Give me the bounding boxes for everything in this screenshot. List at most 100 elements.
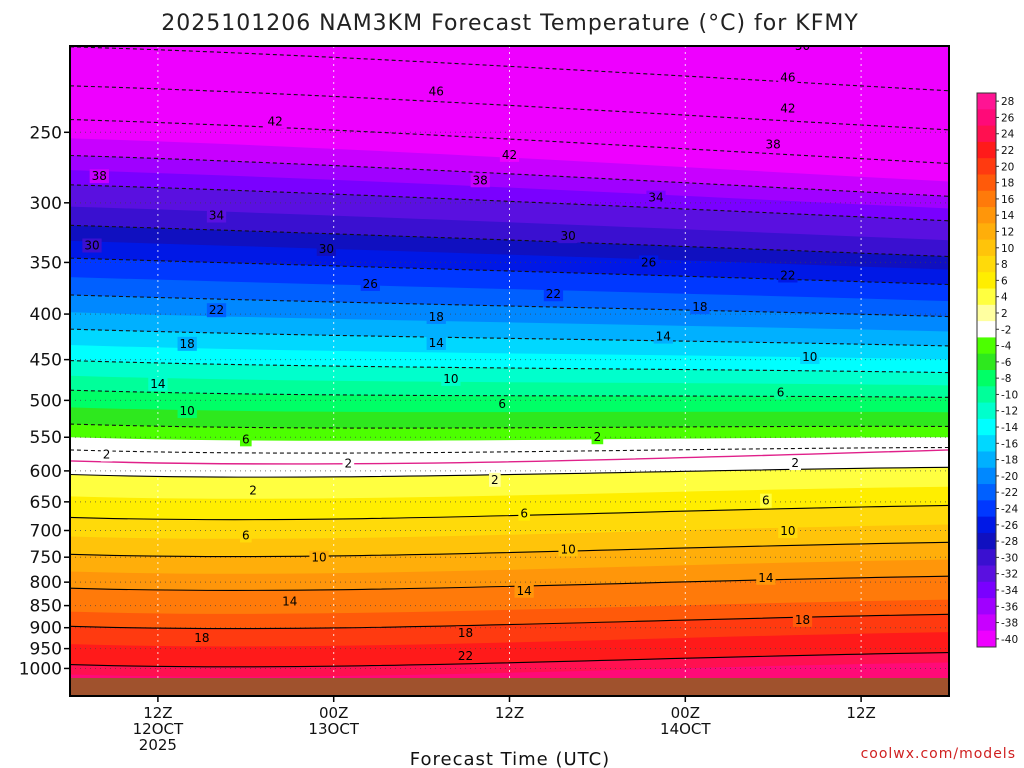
colorbar-swatch — [977, 484, 996, 501]
contour-label: 34 — [646, 190, 666, 205]
contour-label-text: 34 — [209, 208, 224, 222]
contour-label-text: 6 — [762, 494, 770, 508]
contour-label-text: 10 — [443, 372, 458, 386]
colorbar-swatch — [977, 223, 996, 241]
contour-label-text: 34 — [648, 191, 663, 205]
contour-label: 46 — [778, 70, 798, 85]
colorbar-tick-label: -10 — [1001, 389, 1018, 401]
contour-label: 10 — [441, 371, 461, 386]
contour-label-text: 2 — [491, 473, 499, 487]
contour-label: 18 — [426, 309, 446, 324]
contour-label: 42 — [499, 147, 520, 162]
colorbar-tick-label: -40 — [1001, 634, 1018, 646]
contour-label-text: 14 — [758, 571, 773, 585]
contour-label-text: 30 — [319, 242, 334, 256]
contour-label-text: 18 — [194, 631, 209, 645]
colorbar-swatch — [977, 304, 996, 322]
x-tick-label: 12Z — [143, 704, 172, 722]
x-tick-label: 2025 — [139, 736, 177, 754]
x-axis-label: Forecast Time (UTC) — [410, 749, 610, 768]
contour-label-bg — [455, 648, 476, 663]
contour-line — [70, 541, 949, 558]
contour-label-bg — [543, 287, 564, 302]
y-tick-label: 300 — [30, 194, 62, 214]
contour-label-bg — [792, 612, 813, 627]
y-tick-label: 400 — [30, 305, 62, 325]
contour-label-bg — [426, 335, 446, 350]
contour-label: 22 — [206, 303, 227, 318]
y-tick-label: 950 — [30, 640, 62, 660]
contour-line — [70, 118, 949, 165]
contour-label-bg — [100, 447, 113, 462]
contour-label-text: 46 — [780, 71, 795, 85]
colorbar-tick-label: 22 — [1001, 145, 1014, 157]
colorbar-tick-label: -28 — [1001, 536, 1018, 548]
colorbar-swatch — [977, 174, 996, 192]
contour-line — [70, 46, 949, 92]
contour-label-bg — [192, 630, 212, 645]
colorbar-tick-label: 14 — [1001, 210, 1015, 222]
contour-label-bg — [206, 303, 227, 318]
colorbar-swatch — [977, 500, 996, 518]
y-tick-label: 850 — [30, 597, 62, 617]
contour-label-text: 22 — [209, 303, 224, 317]
colorbar-tick-label: -8 — [1001, 373, 1011, 385]
contour-label: 22 — [455, 648, 476, 663]
contour-label: 42 — [265, 114, 285, 129]
y-tick-label: 550 — [30, 428, 62, 448]
contour-label-bg — [514, 583, 534, 598]
contour-label-bg — [148, 376, 168, 391]
y-tick-label: 650 — [30, 493, 62, 513]
contour-label-bg — [646, 190, 666, 205]
colorbar-tick-label: 10 — [1001, 243, 1014, 255]
contour-label: 38 — [89, 169, 109, 184]
contour-line — [70, 466, 949, 478]
contour-label-bg — [206, 208, 227, 223]
contour-label-text: 18 — [795, 613, 810, 627]
contour-label-bg — [489, 472, 501, 487]
colorbar-tick-label: -34 — [1001, 585, 1018, 597]
y-tick-label: 900 — [30, 619, 62, 639]
contour-label-text: 50 — [795, 39, 810, 53]
contour-label-text: 22 — [780, 268, 795, 282]
contour-label: 34 — [206, 208, 227, 223]
colorbar-swatch — [977, 386, 996, 404]
contour-label-bg — [639, 255, 659, 270]
colorbar-swatch — [977, 109, 996, 127]
contour-label: 18 — [177, 336, 197, 351]
colorbar-swatch — [977, 451, 996, 469]
colorbar-swatch — [977, 288, 996, 306]
contour-label: 38 — [763, 137, 783, 152]
contour-label: 10 — [558, 542, 578, 557]
x-tick-label: 00Z — [671, 704, 700, 722]
colorbar-tick-label: -26 — [1001, 520, 1018, 532]
contour-label-bg — [239, 528, 252, 543]
contour-label-bg — [763, 137, 783, 152]
x-tick-label: 13OCT — [308, 720, 359, 738]
contour-line — [70, 575, 949, 591]
contour-label-bg — [496, 397, 508, 412]
colorbar-swatch — [977, 337, 996, 355]
colorbar-tick-label: 18 — [1001, 178, 1014, 190]
contour-label-text: 18 — [180, 337, 195, 351]
contour-label: 14 — [653, 329, 673, 344]
contour-label-bg — [426, 84, 446, 99]
colorbar-tick-label: -38 — [1001, 618, 1018, 630]
contour-label-text: 42 — [780, 101, 795, 115]
y-tick-label: 350 — [30, 253, 62, 273]
contour-label: 2 — [100, 447, 113, 462]
colorbar-swatch — [977, 255, 996, 273]
contour-label: 38 — [470, 173, 490, 188]
credit-text[interactable]: coolwx.com/models — [861, 746, 1016, 762]
contour-label: 6 — [518, 506, 530, 521]
colorbar-swatch — [977, 435, 996, 452]
colorbar-tick-label: -4 — [1001, 341, 1012, 353]
contour-label: 6 — [239, 528, 252, 543]
contour-label-text: 2 — [249, 483, 257, 497]
contour-label-text: 10 — [780, 524, 795, 538]
contour-label-text: 2 — [791, 456, 799, 470]
colorbar-tick-label: 20 — [1001, 161, 1014, 173]
y-axis: 2503003504004505005506006507007508008509… — [19, 123, 70, 679]
